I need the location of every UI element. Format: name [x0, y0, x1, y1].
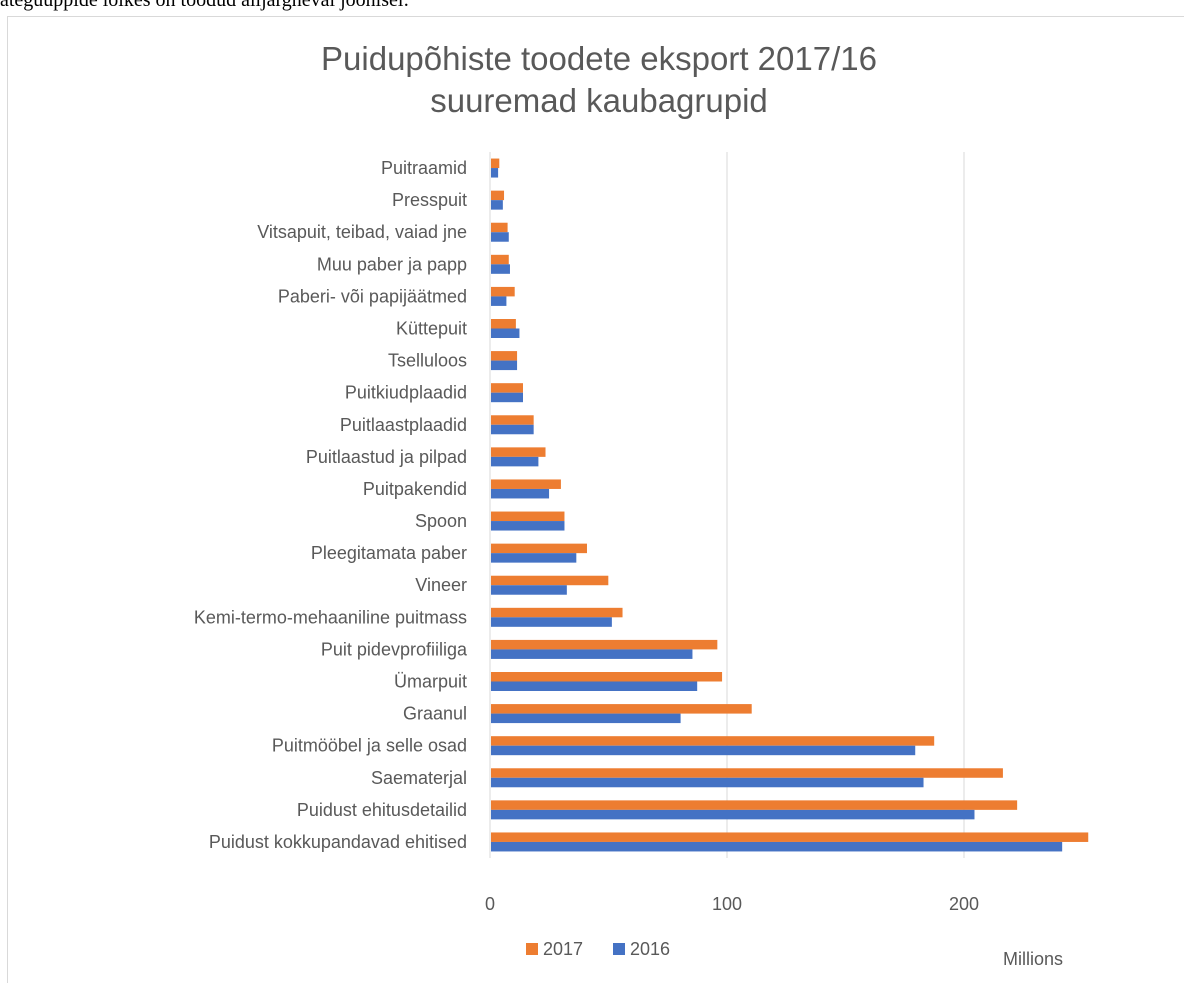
bar-2017-15 [491, 639, 718, 650]
bar-2017-3 [491, 254, 509, 265]
category-label-2: Vitsapuit, teibad, vaiad jne [257, 222, 467, 242]
category-label-1: Presspuit [392, 190, 467, 210]
category-label-13: Vineer [415, 575, 467, 595]
bar-2017-20 [491, 800, 1018, 810]
bar-2016-7 [491, 392, 523, 403]
bar-2017-16 [491, 672, 723, 682]
legend-label-2017: 2017 [543, 939, 583, 959]
bar-2016-6 [491, 360, 518, 371]
tick-label-2: 200 [949, 894, 979, 914]
bar-2016-0 [491, 168, 499, 178]
bar-2017-2 [491, 222, 508, 233]
bar-2017-12 [491, 543, 587, 554]
category-label-10: Puitpakendid [363, 479, 467, 499]
category-label-16: Ümarpuit [394, 672, 467, 692]
bar-2017-17 [491, 704, 752, 714]
bar-2016-13 [491, 585, 567, 595]
bar-2016-10 [491, 488, 550, 499]
bar-2016-3 [491, 264, 510, 274]
bar-2017-5 [491, 319, 516, 329]
bar-2017-9 [491, 447, 546, 457]
category-label-7: Puitkiudplaadid [345, 383, 467, 403]
bar-2016-4 [491, 296, 507, 306]
legend: 2017 2016 [526, 939, 670, 959]
bar-2016-8 [491, 424, 534, 435]
bar-2017-4 [491, 286, 515, 297]
legend-label-2016: 2016 [630, 939, 670, 959]
category-label-0: Puitraamid [381, 158, 467, 178]
bars [491, 158, 1089, 852]
category-label-11: Spoon [415, 511, 467, 531]
bar-2016-14 [491, 617, 612, 627]
display-unit-label: Millions [1003, 949, 1063, 969]
bar-2016-9 [491, 456, 539, 467]
bar-2016-19 [491, 777, 924, 788]
tick-label-1: 100 [712, 894, 742, 914]
bar-2016-5 [491, 328, 520, 338]
value-tick-labels: 0 100 200 [485, 894, 979, 914]
bar-2016-20 [491, 809, 975, 820]
bar-2017-8 [491, 415, 534, 425]
category-label-6: Tselluloos [388, 351, 467, 371]
bar-2017-18 [491, 736, 935, 746]
category-label-17: Graanul [403, 704, 467, 724]
bar-2016-17 [491, 713, 681, 724]
legend-swatch-2017 [526, 943, 538, 955]
top-caption-text: ategüüppide lõikes on toodud alljärgneva… [0, 0, 409, 11]
category-label-12: Pleegitamata paber [311, 543, 467, 563]
bar-2017-21 [491, 832, 1089, 842]
bar-2017-19 [491, 768, 1003, 778]
bar-2017-10 [491, 479, 561, 489]
category-label-3: Muu paber ja papp [317, 254, 467, 274]
bar-2017-6 [491, 351, 518, 361]
chart-frame [7, 16, 1184, 983]
bar-2017-7 [491, 383, 523, 393]
bar-2016-11 [491, 521, 565, 531]
bar-2017-13 [491, 575, 609, 586]
top-caption: ategüüppide lõikes on toodud alljärgneva… [0, 0, 1184, 18]
category-label-18: Puitmööbel ja selle osad [272, 736, 467, 756]
bar-2016-12 [491, 553, 577, 563]
bar-2017-1 [491, 190, 505, 201]
category-labels: Puitraamid Presspuit Vitsapuit, teibad, va… [194, 158, 468, 852]
bar-2017-11 [491, 511, 565, 522]
bar-2016-21 [491, 841, 1063, 852]
bar-2016-15 [491, 649, 693, 659]
category-label-14: Kemi-termo-mehaaniline puitmass [194, 607, 467, 627]
chart-subtitle: suuremad kaubagrupid [430, 82, 768, 119]
category-label-5: Küttepuit [396, 319, 467, 339]
bar-2017-0 [491, 158, 500, 169]
category-label-8: Puitlaastplaadid [340, 415, 467, 435]
bar-2016-18 [491, 745, 916, 756]
category-label-15: Puit pidevprofiiliga [321, 639, 468, 659]
category-label-4: Paberi- või papijäätmed [278, 286, 467, 306]
bar-2016-1 [491, 200, 503, 210]
category-label-21: Puidust kokkupandavad ehitised [209, 832, 467, 852]
legend-swatch-2016 [613, 943, 625, 955]
category-label-20: Puidust ehitusdetailid [297, 800, 467, 820]
tick-label-0: 0 [485, 894, 495, 914]
bar-2017-14 [491, 607, 623, 618]
chart-title: Puidupõhiste toodete eksport 2017/16 [321, 40, 877, 77]
category-label-9: Puitlaastud ja pilpad [306, 447, 467, 467]
bar-2016-16 [491, 681, 698, 691]
bar-2016-2 [491, 232, 509, 242]
category-label-19: Saematerjal [371, 768, 467, 788]
